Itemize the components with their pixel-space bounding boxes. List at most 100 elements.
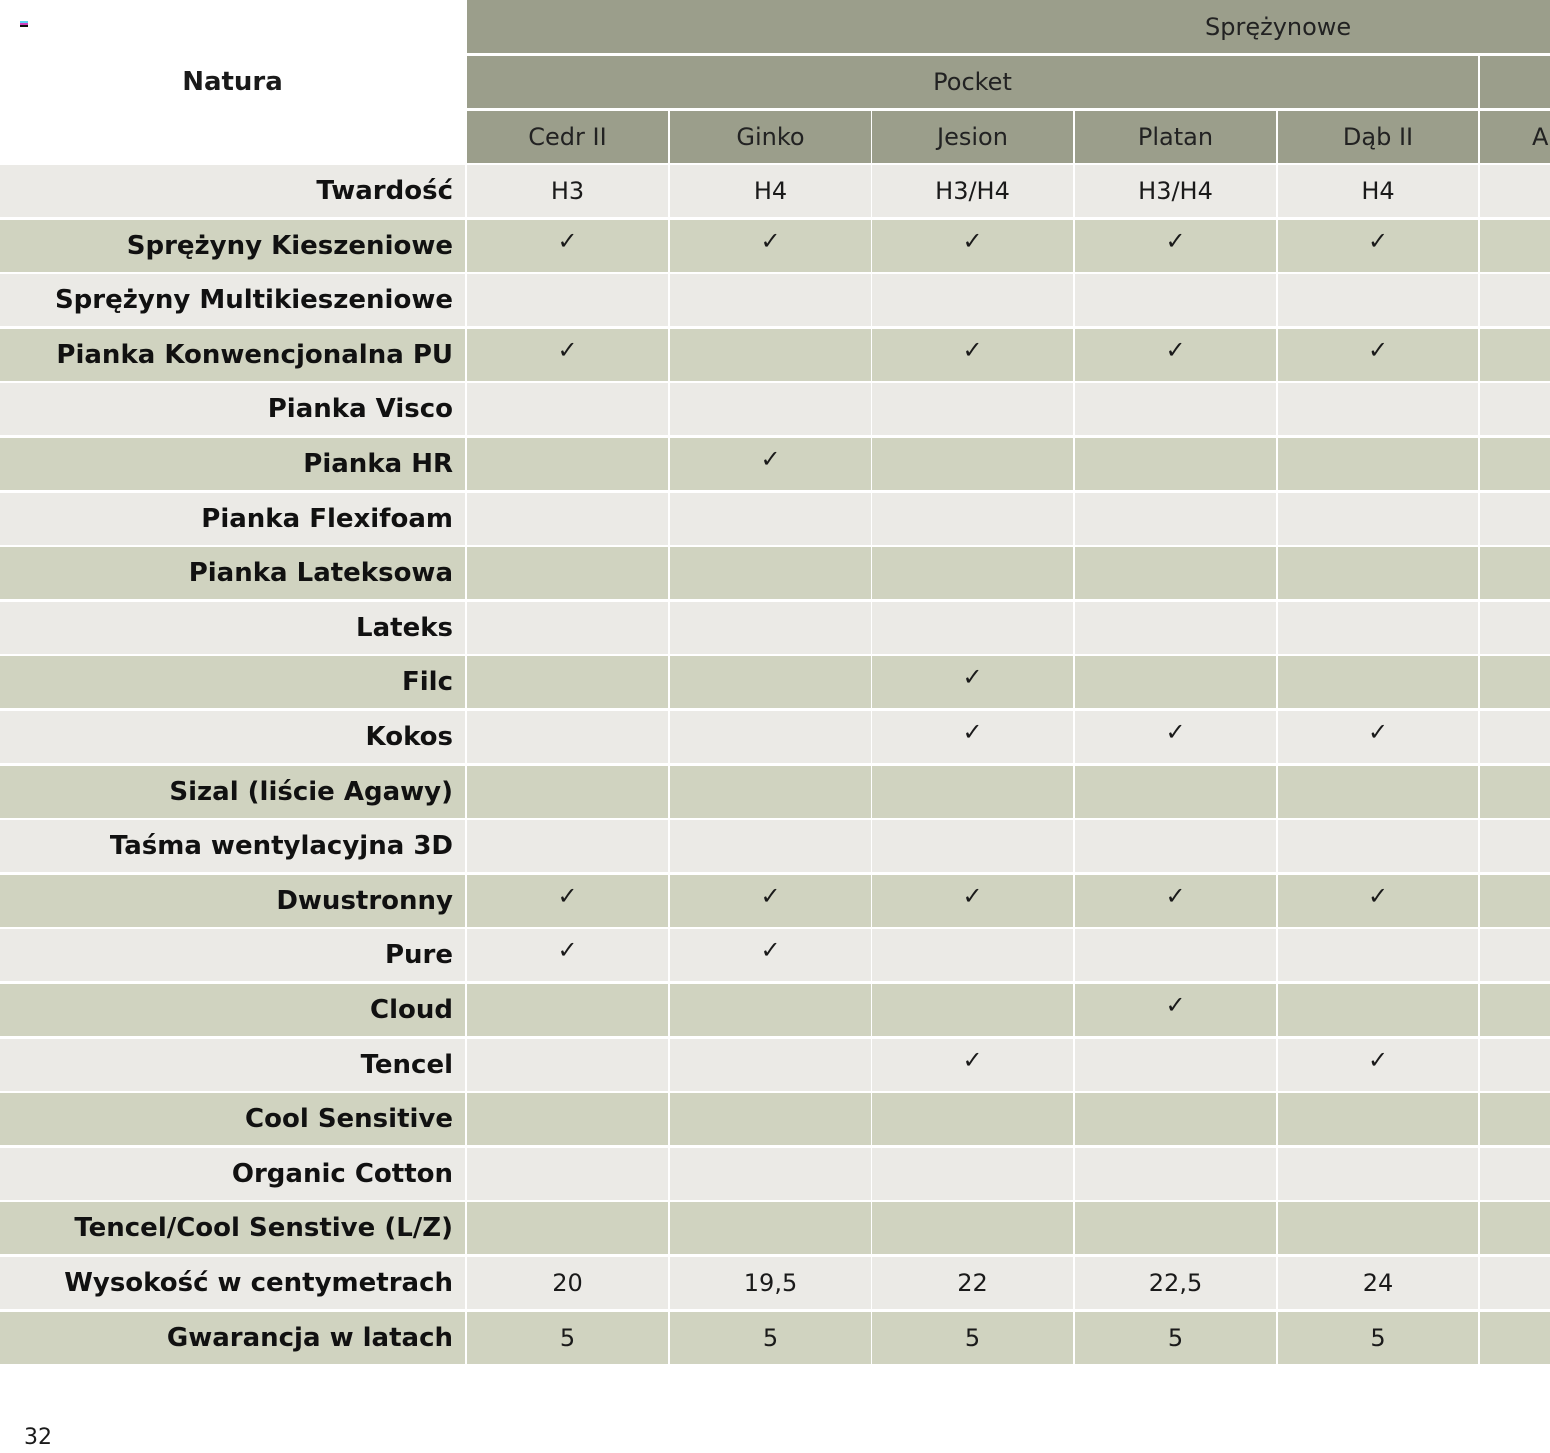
table-cell	[670, 328, 871, 381]
checkmark-cell: ✓	[872, 1038, 1073, 1091]
table-cell	[1075, 929, 1276, 982]
row-label: Pianka Flexifoam	[0, 492, 465, 545]
page-number: 32	[24, 1425, 52, 1450]
table-cell	[670, 1202, 871, 1255]
row-label: Pianka Visco	[0, 383, 465, 436]
table-cell	[1480, 929, 1550, 982]
table-cell	[872, 1147, 1073, 1200]
table-cell: H3	[467, 165, 668, 218]
table-cell: 22,5	[1075, 1257, 1276, 1310]
row-label: Filc	[0, 656, 465, 709]
table-cell: 5	[670, 1311, 871, 1364]
table-cell	[1480, 1202, 1550, 1255]
row-label: Sprężyny Kieszeniowe	[0, 219, 465, 272]
table-cell	[1278, 1093, 1478, 1146]
table-cell	[1480, 820, 1550, 873]
checkmark-cell: ✓	[1278, 328, 1478, 381]
checkmark-cell: ✓	[1278, 874, 1478, 927]
column-header: A	[1480, 111, 1550, 163]
row-label: Pianka Lateksowa	[0, 547, 465, 600]
table-cell	[1480, 656, 1550, 709]
table-cell	[1480, 165, 1550, 218]
checkmark-cell: ✓	[872, 874, 1073, 927]
table-cell	[1075, 1202, 1276, 1255]
checkmark-cell: ✓	[467, 219, 668, 272]
table-cell	[872, 601, 1073, 654]
table-cell	[1480, 1093, 1550, 1146]
checkmark-cell: ✓	[1075, 984, 1276, 1037]
table-cell	[467, 438, 668, 491]
table-cell	[1480, 1147, 1550, 1200]
table-cell	[872, 383, 1073, 436]
checkmark-cell: ✓	[670, 438, 871, 491]
checkmark-cell: ✓	[467, 929, 668, 982]
table-cell	[1278, 1202, 1478, 1255]
table-cell	[467, 1202, 668, 1255]
column-header: Cedr II	[467, 111, 668, 163]
row-label: Tencel	[0, 1038, 465, 1091]
table-cell	[670, 765, 871, 818]
table-cell: 5	[1075, 1311, 1276, 1364]
row-label: Pure	[0, 929, 465, 982]
row-label: Cloud	[0, 984, 465, 1037]
table-cell	[1075, 656, 1276, 709]
table-cell	[467, 383, 668, 436]
table-cell	[467, 656, 668, 709]
table-cell	[1480, 765, 1550, 818]
table-cell	[1480, 438, 1550, 491]
table-cell	[1075, 820, 1276, 873]
table-cell	[872, 984, 1073, 1037]
checkmark-cell: ✓	[872, 711, 1073, 764]
table-cell	[872, 438, 1073, 491]
table-cell	[1480, 274, 1550, 327]
table-cell	[467, 984, 668, 1037]
table-cell: 5	[1278, 1311, 1478, 1364]
table-cell	[670, 1093, 871, 1146]
table-cell	[670, 383, 871, 436]
row-label: Sprężyny Multikieszeniowe	[0, 274, 465, 327]
table-title: Natura	[182, 66, 283, 97]
table-cell	[872, 1202, 1073, 1255]
column-header: Jesion	[872, 111, 1073, 163]
table-cell	[1075, 274, 1276, 327]
table-cell	[1480, 984, 1550, 1037]
table-cell	[670, 1038, 871, 1091]
table-cell: 5	[872, 1311, 1073, 1364]
row-label: Taśma wentylacyjna 3D	[0, 820, 465, 873]
table-cell	[1480, 1038, 1550, 1091]
table-cell	[670, 274, 871, 327]
table-cell: H4	[670, 165, 871, 218]
checkmark-cell: ✓	[1075, 711, 1276, 764]
checkmark-cell: ✓	[670, 219, 871, 272]
table-cell: 24	[1278, 1257, 1478, 1310]
table-cell	[1480, 601, 1550, 654]
row-label: Organic Cotton	[0, 1147, 465, 1200]
table-cell	[872, 274, 1073, 327]
table-cell	[1278, 929, 1478, 982]
checkmark-cell: ✓	[872, 219, 1073, 272]
column-header: Platan	[1075, 111, 1276, 163]
table-cell	[670, 1147, 871, 1200]
checkmark-cell: ✓	[467, 328, 668, 381]
table-cell	[1278, 656, 1478, 709]
row-label: Wysokość w centymetrach	[0, 1257, 465, 1310]
table-cell	[670, 492, 871, 545]
table-cell	[872, 1093, 1073, 1146]
table-cell	[1075, 438, 1276, 491]
table-cell	[1075, 492, 1276, 545]
table-cell	[1278, 492, 1478, 545]
print-color-bar-icon	[20, 21, 28, 27]
table-cell	[1075, 1093, 1276, 1146]
column-header: Dąb II	[1278, 111, 1478, 163]
checkmark-cell: ✓	[1278, 1038, 1478, 1091]
subgroup-header-next	[1480, 56, 1550, 108]
table-cell	[467, 1147, 668, 1200]
table-cell	[1075, 1147, 1276, 1200]
table-cell	[1480, 492, 1550, 545]
row-label: Gwarancja w latach	[0, 1311, 465, 1364]
row-label: Sizal (liście Agawy)	[0, 765, 465, 818]
subgroup-header: Pocket	[467, 56, 1478, 108]
table-cell	[1480, 711, 1550, 764]
row-label: Pianka HR	[0, 438, 465, 491]
table-cell	[1278, 438, 1478, 491]
